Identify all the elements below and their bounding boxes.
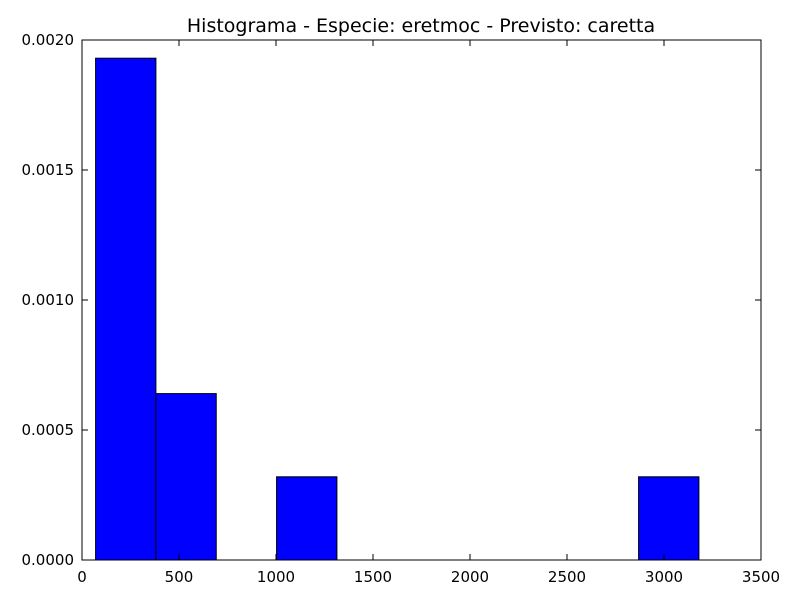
y-tick-label-0: 0.0000 xyxy=(22,551,75,569)
histogram-bar-3 xyxy=(276,476,338,561)
x-tick-label-4: 2000 xyxy=(451,568,489,586)
histogram-bar-1 xyxy=(155,393,217,561)
x-tick-label-7: 3500 xyxy=(742,568,780,586)
x-tick-label-1: 500 xyxy=(165,568,194,586)
x-tick-label-3: 1500 xyxy=(354,568,392,586)
y-tick-label-4: 0.0020 xyxy=(22,31,75,49)
y-tick-label-3: 0.0015 xyxy=(22,161,75,179)
x-tick-label-0: 0 xyxy=(77,568,87,586)
x-tick-label-5: 2500 xyxy=(548,568,586,586)
y-tick-label-2: 0.0010 xyxy=(22,291,75,309)
x-axis-ticks: 0 500 1000 1500 2000 2500 3000 3500 xyxy=(77,40,780,586)
histogram-bar-9 xyxy=(638,476,700,561)
y-axis-ticks: 0.0000 0.0005 0.0010 0.0015 0.0020 xyxy=(22,31,761,569)
y-tick-label-1: 0.0005 xyxy=(22,421,75,439)
x-tick-label-2: 1000 xyxy=(257,568,295,586)
histogram-bar-0 xyxy=(95,57,157,561)
bars-group xyxy=(95,57,700,561)
x-tick-label-6: 3000 xyxy=(645,568,683,586)
chart-title: Histograma - Especie: eretmoc - Previsto… xyxy=(187,15,655,37)
